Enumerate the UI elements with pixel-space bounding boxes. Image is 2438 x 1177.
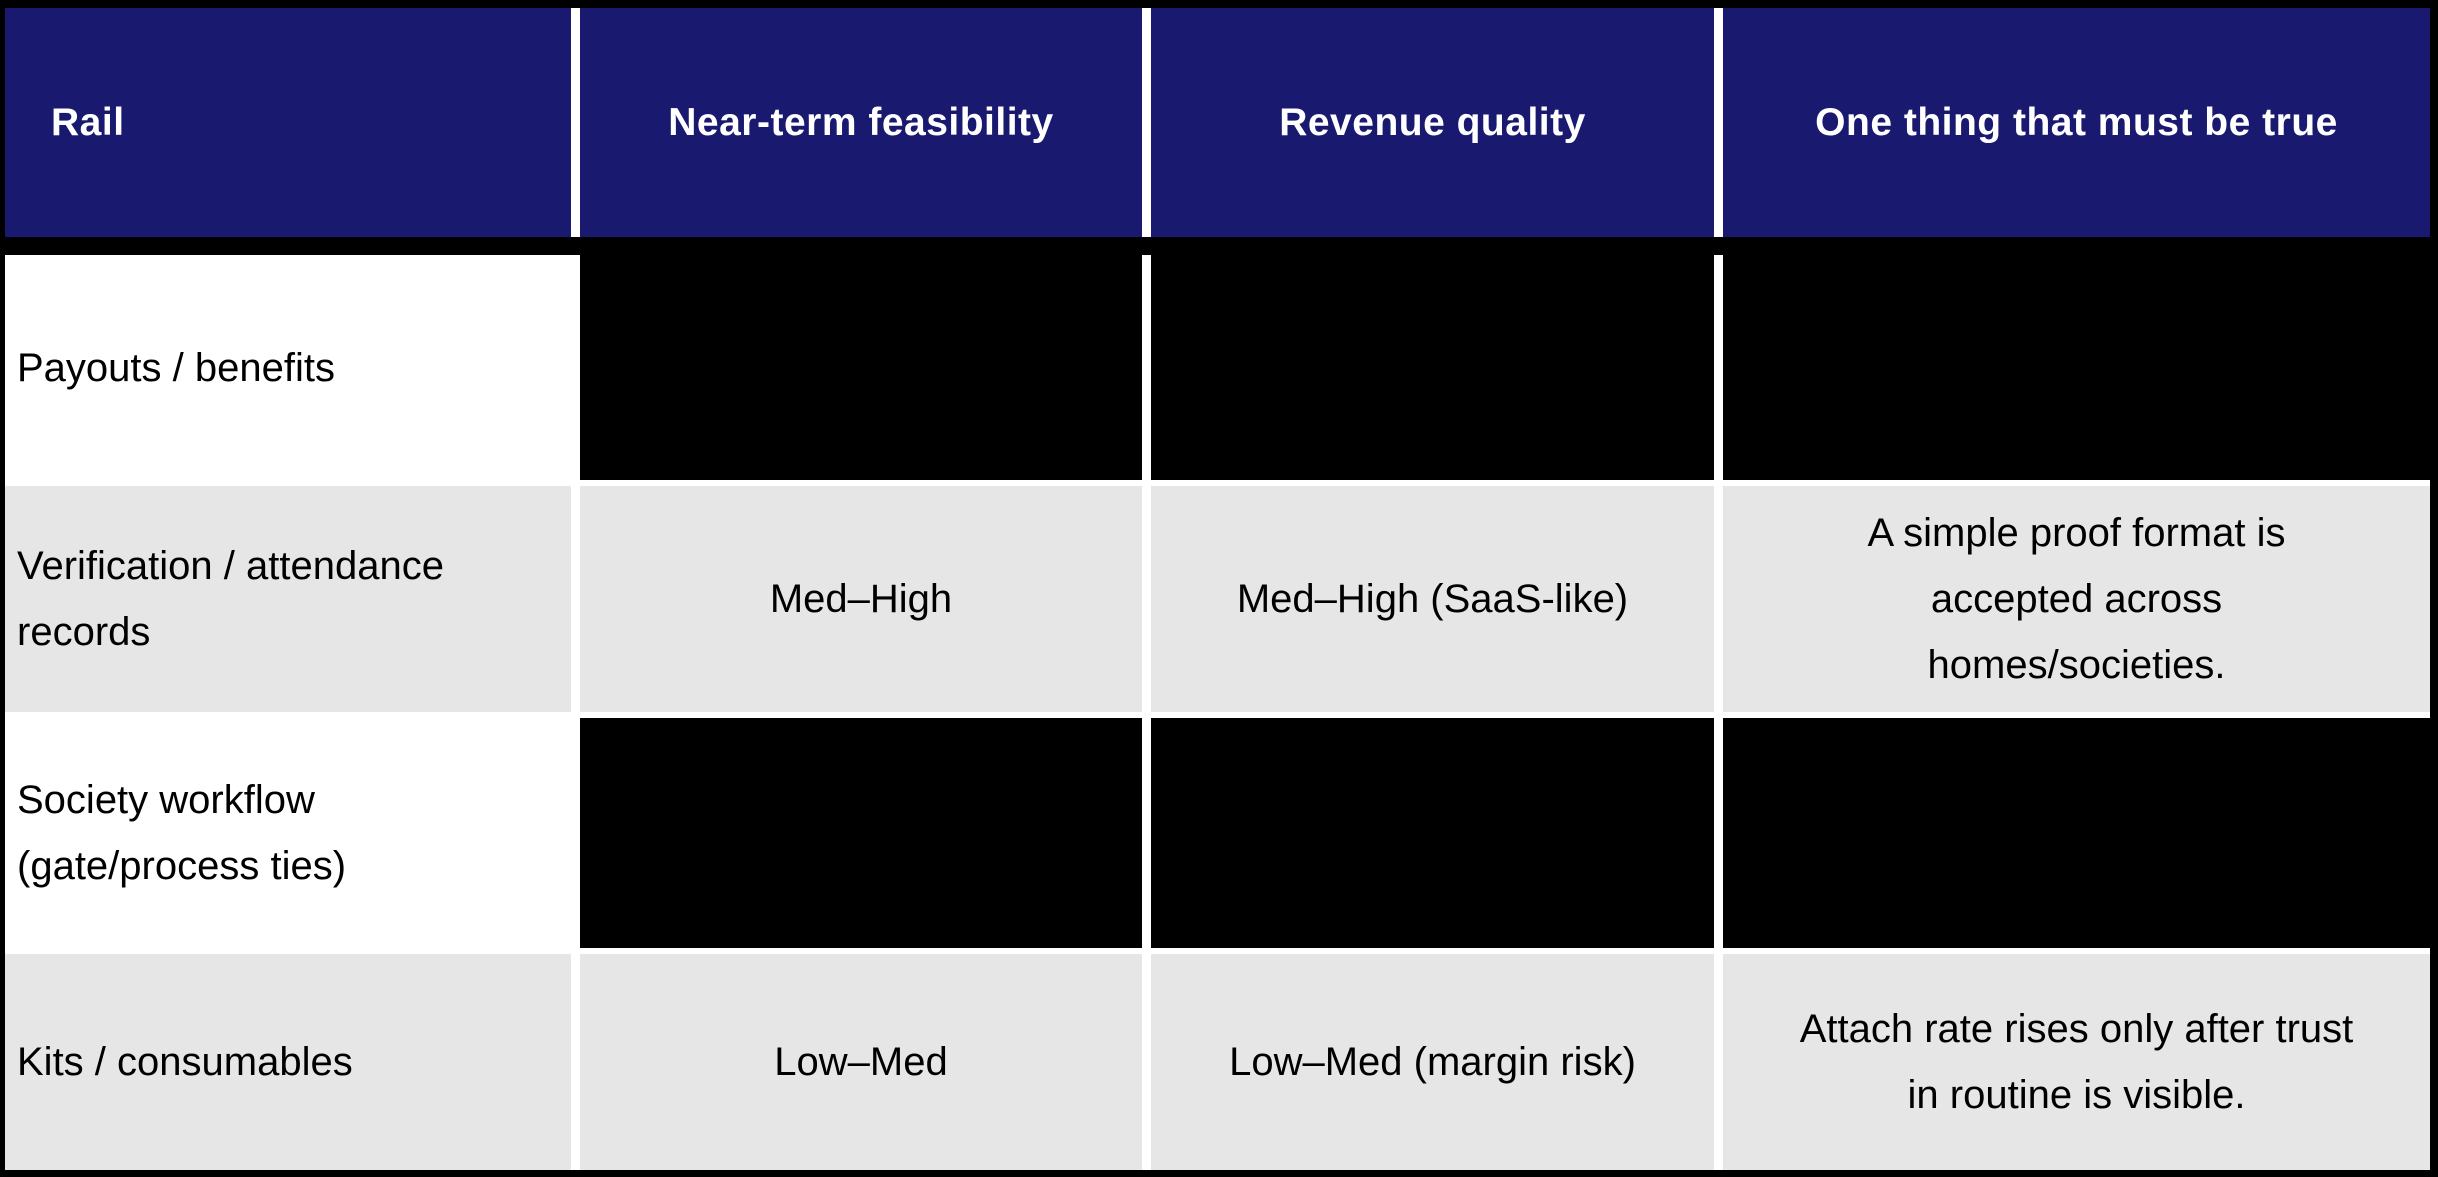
row-kits-revenue-cell: Low–Med (margin risk) xyxy=(1151,954,1723,1170)
row-verification-feasibility-cell: Med–High xyxy=(580,486,1151,718)
redacted-cell xyxy=(1151,718,1723,954)
header-divider xyxy=(5,237,2430,255)
header-one-thing-true: One thing that must be true xyxy=(1723,8,2430,237)
cell-text: Med–High (SaaS-like) xyxy=(1236,577,1629,621)
row-verification-revenue-cell: Med–High (SaaS-like) xyxy=(1151,486,1723,718)
cell-text: Low–Med xyxy=(774,1040,948,1084)
row-verification-rail-cell: Verification / attendance records xyxy=(5,486,580,718)
row-kits-rail-cell: Kits / consumables xyxy=(5,954,580,1170)
cell-text: Attach rate rises only after trust in ro… xyxy=(1799,1007,2354,1117)
row-kits-must-be-true-cell: Attach rate rises only after trust in ro… xyxy=(1723,954,2430,1170)
row-payouts-rail-cell: Payouts / benefits xyxy=(5,255,580,486)
cell-text: A simple proof format is accepted across… xyxy=(1867,511,2286,687)
redacted-cell xyxy=(1151,255,1723,486)
cell-text: Kits / consumables xyxy=(17,1040,353,1084)
redacted-cell xyxy=(580,255,1151,486)
row-society-rail-cell: Society workflow (gate/process ties) xyxy=(5,718,580,954)
table-grid: Rail Near-term feasibility Revenue quali… xyxy=(5,8,2430,1170)
redacted-cell xyxy=(1723,255,2430,486)
row-verification-must-be-true-cell: A simple proof format is accepted across… xyxy=(1723,486,2430,718)
cell-text: Payouts / benefits xyxy=(17,345,335,390)
header-revenue-quality: Revenue quality xyxy=(1151,8,1723,237)
redacted-cell xyxy=(580,718,1151,954)
header-rail: Rail xyxy=(5,8,580,237)
row-kits-feasibility-cell: Low–Med xyxy=(580,954,1151,1170)
cell-text: Med–High xyxy=(769,577,953,621)
redacted-cell xyxy=(1723,718,2430,954)
header-near-term-feasibility: Near-term feasibility xyxy=(580,8,1151,237)
cell-text: Low–Med (margin risk) xyxy=(1229,1040,1636,1084)
cell-text: Society workflow (gate/process ties) xyxy=(17,778,347,888)
cell-text: Verification / attendance records xyxy=(17,544,444,654)
